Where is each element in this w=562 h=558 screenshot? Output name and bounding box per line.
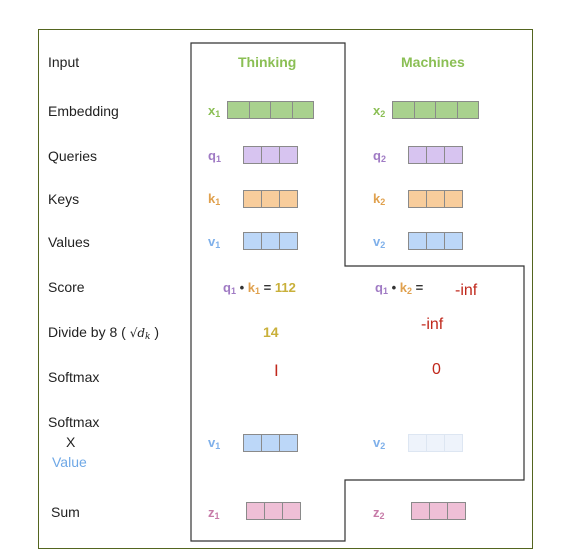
sqrt-dk: √dk (129, 326, 151, 342)
q1-label: q1 (208, 148, 221, 164)
score-thinking: q1 • k1 = 112 (223, 280, 296, 296)
score-value-thinking: 112 (274, 280, 296, 295)
z1-vector (246, 502, 301, 520)
row-label-sum: Sum (51, 504, 80, 520)
v2-vector (408, 232, 463, 250)
diagram-frame (38, 29, 533, 549)
weighted-v1-vector (243, 434, 298, 452)
k1-label: k1 (208, 191, 221, 207)
row-label-embedding: Embedding (48, 103, 119, 119)
softmax-x-line1: Softmax (48, 414, 100, 430)
softmax-thinking: I (274, 361, 279, 380)
row-label-softmax: Softmax (48, 369, 100, 385)
divided-thinking: 14 (263, 324, 279, 340)
row-label-input: Input (48, 54, 80, 70)
x2-vector (392, 101, 479, 119)
softmax-x-line3: Value (52, 454, 87, 470)
divide-text: Divide by 8 ( (48, 324, 126, 340)
softmax-machines: 0 (432, 361, 441, 378)
q2-label: q2 (373, 148, 386, 164)
k2-label: k2 (373, 191, 386, 207)
header-machines: Machines (401, 54, 465, 70)
row-label-divide: Divide by 8 ( √dk ) (48, 324, 159, 342)
v1-vector (243, 232, 298, 250)
row-label-values: Values (48, 234, 90, 250)
z2-label: z2 (373, 505, 385, 521)
divide-close: ) (154, 324, 160, 340)
header-thinking: Thinking (238, 54, 297, 70)
x2-label: x2 (373, 103, 386, 119)
q2-vector (408, 146, 463, 164)
weighted-v2-label: v2 (373, 435, 386, 451)
z2-vector (411, 502, 466, 520)
weighted-v2-vector (408, 434, 463, 452)
x1-vector (227, 101, 314, 119)
z1-label: z1 (208, 505, 220, 521)
v2-label: v2 (373, 234, 386, 250)
row-label-softmax-x-value: Softmax X Value (48, 414, 99, 470)
row-label-score: Score (48, 279, 85, 295)
k1-vector (243, 190, 298, 208)
k2-vector (408, 190, 463, 208)
score-machines: q1 • k2 = (375, 280, 424, 296)
softmax-x-line2: X (66, 434, 76, 450)
row-label-queries: Queries (48, 148, 98, 164)
row-label-keys: Keys (48, 191, 80, 207)
weighted-v1-label: v1 (208, 435, 221, 451)
q1-vector (243, 146, 298, 164)
divided-machines: -inf (421, 316, 444, 333)
score-value-machines: -inf (455, 282, 478, 299)
x1-label: x1 (208, 103, 221, 119)
v1-label: v1 (208, 234, 221, 250)
